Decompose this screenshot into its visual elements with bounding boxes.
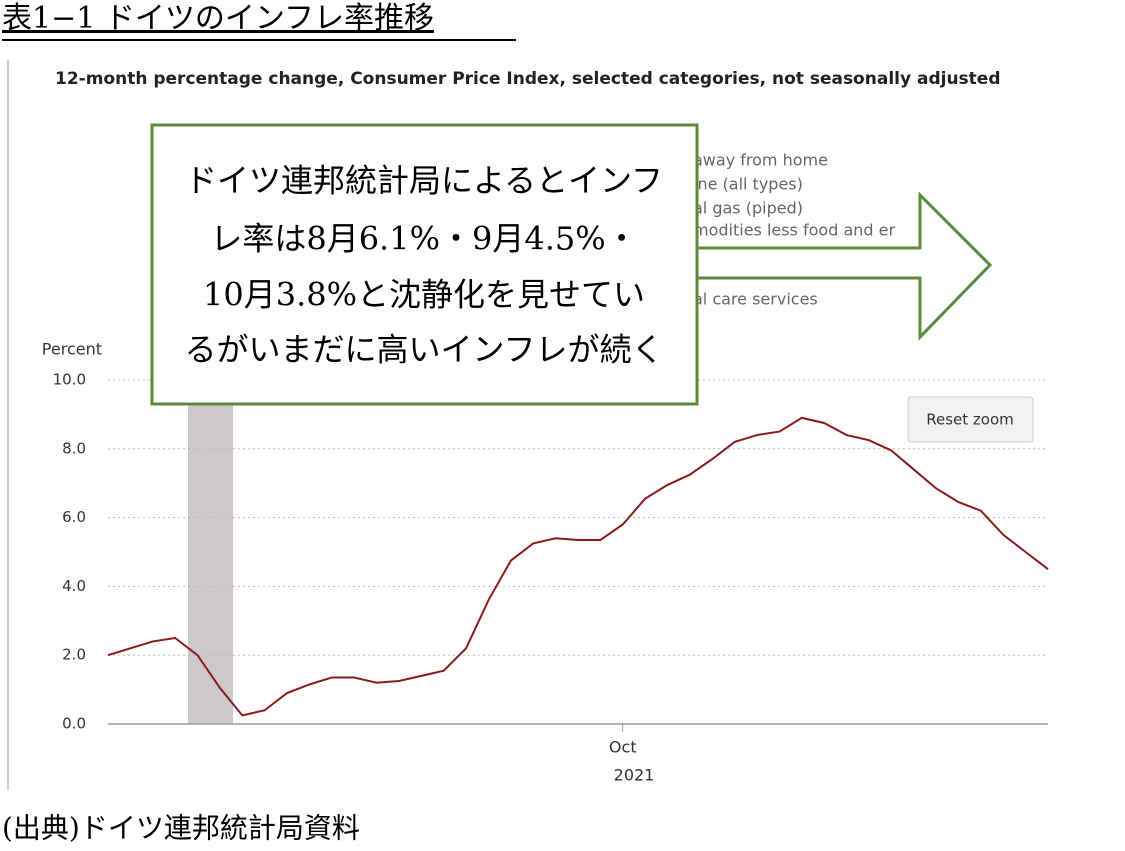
chart-title: 12-month percentage change, Consumer Pri… — [55, 69, 1001, 89]
source-note: (出典)ドイツ連邦統計局資料 — [2, 812, 360, 845]
y-axis-label: Percent — [42, 340, 102, 359]
heading: 表1−1 ドイツのインフレ率推移 — [2, 1, 434, 36]
legend-entry: modities less food and er — [693, 221, 895, 240]
recession-band — [188, 380, 233, 724]
legend-entry: al care services — [693, 290, 818, 309]
callout-line: 10月3.8%と沈静化を見せてい — [203, 276, 645, 314]
y-tick-label: 6.0 — [62, 508, 86, 526]
arrow — [695, 191, 993, 341]
reset-zoom-label[interactable]: Reset zoom — [926, 411, 1014, 429]
callout-line: レ率は8月6.1%・9月4.5%・ — [210, 220, 637, 258]
legend-entry: ine (all types) — [693, 175, 803, 194]
chart-title-box: 12-month percentage change, Consumer Pri… — [55, 69, 1001, 89]
y-tick-label: 8.0 — [62, 439, 86, 457]
callout-box — [150, 123, 699, 406]
callout-line: ドイツ連邦統計局によるとインフ — [185, 162, 663, 200]
legend-entry: away from home — [693, 151, 828, 170]
y-tick-label: 0.0 — [62, 715, 86, 733]
legend-entry: al gas (piped) — [693, 199, 803, 218]
data-line — [107, 416, 1049, 717]
callout-line: るがいまだに高いインフレが続く — [184, 331, 663, 369]
x-axis-label: 2021 — [614, 766, 655, 785]
x-tick-label: Oct — [609, 738, 637, 757]
reset-zoom-button[interactable] — [907, 396, 1034, 443]
y-tick-label: 2.0 — [62, 646, 86, 664]
y-tick-label: 4.0 — [62, 577, 86, 595]
y-tick-label: 10.0 — [53, 371, 86, 389]
